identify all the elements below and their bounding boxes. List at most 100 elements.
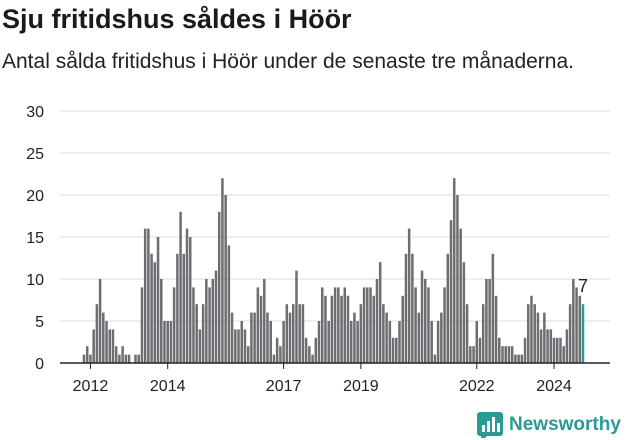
bar: [317, 321, 321, 363]
bar: [346, 295, 350, 363]
bar: [427, 287, 430, 363]
bar: [475, 321, 479, 363]
bar: [340, 295, 343, 363]
bar: [543, 312, 546, 363]
bar: [230, 312, 234, 363]
bar: [237, 329, 240, 363]
y-tick-label: 10: [26, 272, 44, 289]
bar: [568, 304, 572, 363]
bar: [530, 295, 533, 363]
bar: [256, 287, 260, 363]
bar: [114, 346, 118, 363]
bar: [504, 346, 507, 363]
bar: [411, 253, 414, 363]
bar: [147, 228, 150, 363]
bar-highlight: [581, 304, 585, 363]
bar: [385, 312, 388, 363]
bar: [314, 337, 318, 363]
bar: [234, 329, 237, 363]
bar: [555, 337, 559, 363]
bar: [172, 287, 176, 363]
bar: [514, 354, 517, 363]
bar: [469, 346, 472, 363]
bar: [243, 329, 247, 363]
bar: [179, 211, 182, 363]
y-axis-labels: 0 5 10 15 20 25 30: [26, 104, 44, 373]
bar: [572, 279, 575, 363]
bar: [488, 279, 491, 363]
bar: [127, 354, 131, 363]
bar: [549, 329, 553, 363]
bar: [401, 295, 404, 363]
bar: [404, 253, 408, 363]
bar: [472, 346, 475, 363]
x-axis: [60, 362, 610, 369]
bar: [217, 211, 221, 363]
x-tick-label: 2014: [150, 378, 186, 395]
bar: [491, 253, 495, 363]
bar: [118, 354, 121, 363]
bar: [536, 312, 540, 363]
bar: [433, 354, 437, 363]
bar: [333, 287, 337, 363]
bar: [481, 304, 485, 363]
bar: [382, 304, 385, 363]
bar: [140, 287, 144, 363]
annotations: 7: [578, 276, 588, 296]
bar: [520, 354, 524, 363]
bar-chart: 0 5 10 15 20 25 30 2012 2014 2017 2019 2022 2024 7: [26, 104, 610, 395]
bar: [153, 262, 157, 363]
bar: [452, 178, 456, 363]
bar: [214, 270, 218, 363]
bar: [565, 329, 569, 363]
bar: [498, 337, 501, 363]
bar: [494, 295, 498, 363]
bar: [295, 270, 298, 363]
bar: [253, 312, 256, 363]
bar: [137, 354, 140, 363]
bar: [266, 312, 269, 363]
bar: [436, 321, 440, 363]
bar: [424, 279, 427, 363]
bar: [298, 304, 301, 363]
y-tick-label: 30: [26, 104, 44, 121]
x-tick-label: 2024: [536, 378, 572, 395]
bar: [288, 312, 292, 363]
bar: [356, 321, 359, 363]
chart-subtitle: Antal sålda fritidshus i Höör under de s…: [2, 50, 574, 73]
bar: [510, 346, 514, 363]
bar: [311, 354, 314, 363]
bar: [539, 329, 543, 363]
bar: [111, 329, 115, 363]
bar: [198, 329, 202, 363]
bar: [391, 337, 395, 363]
bar: [485, 279, 488, 363]
bar: [443, 287, 446, 363]
bar: [105, 321, 108, 363]
bar: [362, 287, 366, 363]
bar: [156, 237, 160, 363]
bar: [211, 279, 215, 363]
bar: [559, 337, 562, 363]
x-tick-label: 2017: [266, 378, 302, 395]
bar: [163, 321, 166, 363]
bar: [523, 337, 527, 363]
bar: [395, 337, 398, 363]
bar: [221, 178, 224, 363]
bar: [182, 253, 186, 363]
bar: [188, 237, 192, 363]
bar: [301, 304, 305, 363]
bar: [201, 304, 205, 363]
bar: [259, 295, 263, 363]
bar: [562, 346, 565, 363]
bar: [250, 312, 253, 363]
newsworthy-icon: [477, 412, 503, 438]
bar: [282, 321, 285, 363]
y-tick-label: 25: [26, 146, 44, 163]
bar: [507, 346, 511, 363]
x-tick-label: 2022: [459, 378, 495, 395]
bar: [353, 312, 356, 363]
bar: [279, 346, 282, 363]
newsworthy-logo: Newsworthy: [477, 410, 621, 440]
bar: [308, 346, 311, 363]
